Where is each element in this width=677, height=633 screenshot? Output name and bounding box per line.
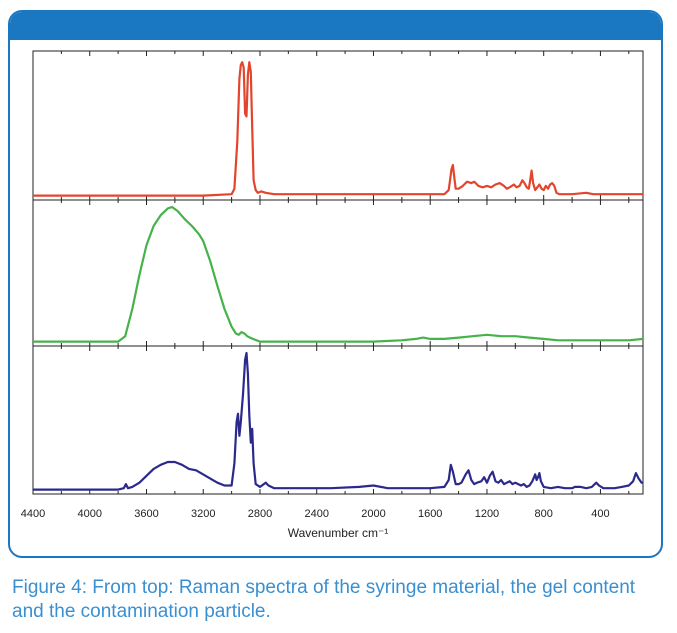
spectrum-line-1: [33, 61, 643, 197]
x-tick-label: 2800: [248, 508, 272, 520]
spectrum-panel-2: [32, 199, 644, 347]
x-tick-label: 1200: [475, 508, 499, 520]
header-band: [10, 12, 661, 40]
figure-frame: [8, 10, 663, 558]
x-tick-label: 400: [591, 508, 609, 520]
raman-spectra-chart: 4400 4000 3600 3200 2800 2400 2000 1600 1200 800 4…: [21, 50, 644, 540]
figure-caption: Figure 4: From top: Raman spectra of the…: [12, 577, 636, 622]
panel-frame-3: [32, 345, 644, 495]
x-ticks: 4400 4000 3600 3200 2800 2400 2000 1600 1200 800 4…: [21, 508, 610, 520]
x-tick-label: 1600: [418, 508, 442, 520]
x-tick-label: 4400: [21, 508, 45, 520]
x-tick-label: 800: [535, 508, 553, 520]
x-tick-label: 4000: [78, 508, 102, 520]
spectrum-panel-3: [32, 345, 644, 495]
panel-frame-1: [32, 50, 644, 201]
x-tick-label: 3200: [191, 508, 215, 520]
spectrum-panel-1: [32, 50, 644, 201]
panel-frame-2: [32, 199, 644, 347]
spectrum-line-3: [33, 351, 643, 491]
x-axis-label: Wavenumber cm⁻¹: [288, 526, 389, 540]
panels-layer: [32, 50, 644, 495]
x-tick-label: 2400: [304, 508, 328, 520]
spectrum-line-2: [33, 205, 644, 343]
x-tick-label: 2000: [361, 508, 385, 520]
x-tick-label: 3600: [134, 508, 158, 520]
